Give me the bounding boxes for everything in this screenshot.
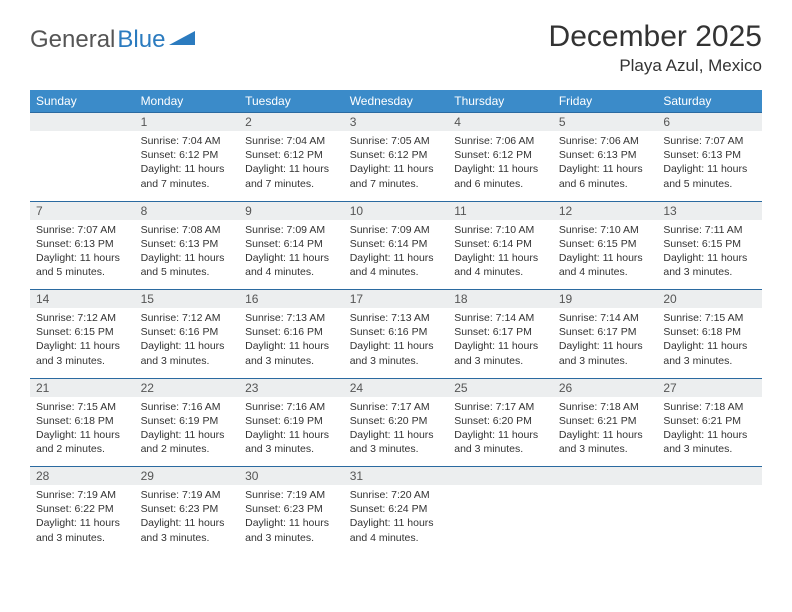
day-content: Sunrise: 7:19 AMSunset: 6:23 PMDaylight:… <box>239 485 344 551</box>
day-number: 4 <box>448 113 553 131</box>
month-title: December 2025 <box>549 20 762 54</box>
day-content: Sunrise: 7:07 AMSunset: 6:13 PMDaylight:… <box>30 220 135 286</box>
day-number: 15 <box>135 290 240 308</box>
day-content: Sunrise: 7:04 AMSunset: 6:12 PMDaylight:… <box>239 131 344 197</box>
week-number-row: 123456 <box>30 113 762 132</box>
day-number: 19 <box>553 290 658 308</box>
day-content: Sunrise: 7:18 AMSunset: 6:21 PMDaylight:… <box>553 397 658 463</box>
day-header: Monday <box>135 90 240 113</box>
day-number: 23 <box>239 379 344 397</box>
day-content: Sunrise: 7:11 AMSunset: 6:15 PMDaylight:… <box>657 220 762 286</box>
day-content: Sunrise: 7:04 AMSunset: 6:12 PMDaylight:… <box>135 131 240 197</box>
day-header: Tuesday <box>239 90 344 113</box>
day-content: Sunrise: 7:08 AMSunset: 6:13 PMDaylight:… <box>135 220 240 286</box>
day-content: Sunrise: 7:10 AMSunset: 6:15 PMDaylight:… <box>553 220 658 286</box>
day-content: Sunrise: 7:18 AMSunset: 6:21 PMDaylight:… <box>657 397 762 463</box>
day-content: Sunrise: 7:16 AMSunset: 6:19 PMDaylight:… <box>135 397 240 463</box>
week-number-row: 21222324252627 <box>30 378 762 397</box>
day-number: 1 <box>135 113 240 131</box>
day-number: 27 <box>657 379 762 397</box>
week-content-row: Sunrise: 7:12 AMSunset: 6:15 PMDaylight:… <box>30 308 762 378</box>
day-content: Sunrise: 7:16 AMSunset: 6:19 PMDaylight:… <box>239 397 344 463</box>
day-number: 12 <box>553 202 658 220</box>
logo-triangle-icon <box>169 26 197 54</box>
day-content: Sunrise: 7:06 AMSunset: 6:12 PMDaylight:… <box>448 131 553 197</box>
day-content: Sunrise: 7:12 AMSunset: 6:16 PMDaylight:… <box>135 308 240 374</box>
day-content: Sunrise: 7:13 AMSunset: 6:16 PMDaylight:… <box>239 308 344 374</box>
day-content: Sunrise: 7:15 AMSunset: 6:18 PMDaylight:… <box>30 397 135 463</box>
calendar-grid: SundayMondayTuesdayWednesdayThursdayFrid… <box>30 90 762 555</box>
day-number: 28 <box>30 467 135 485</box>
day-number: 29 <box>135 467 240 485</box>
empty-day <box>657 467 762 485</box>
day-header: Friday <box>553 90 658 113</box>
location-label: Playa Azul, Mexico <box>549 56 762 76</box>
week-content-row: Sunrise: 7:15 AMSunset: 6:18 PMDaylight:… <box>30 397 762 467</box>
day-number: 3 <box>344 113 449 131</box>
day-number: 7 <box>30 202 135 220</box>
day-content: Sunrise: 7:15 AMSunset: 6:18 PMDaylight:… <box>657 308 762 374</box>
day-number: 30 <box>239 467 344 485</box>
week-content-row: Sunrise: 7:19 AMSunset: 6:22 PMDaylight:… <box>30 485 762 555</box>
title-block: December 2025 Playa Azul, Mexico <box>549 20 762 76</box>
day-number: 11 <box>448 202 553 220</box>
day-header: Thursday <box>448 90 553 113</box>
day-number: 5 <box>553 113 658 131</box>
day-content: Sunrise: 7:20 AMSunset: 6:24 PMDaylight:… <box>344 485 449 551</box>
day-content: Sunrise: 7:17 AMSunset: 6:20 PMDaylight:… <box>344 397 449 463</box>
day-number: 8 <box>135 202 240 220</box>
day-content: Sunrise: 7:14 AMSunset: 6:17 PMDaylight:… <box>553 308 658 374</box>
empty-day <box>448 467 553 485</box>
day-number: 14 <box>30 290 135 308</box>
logo-text-blue: Blue <box>117 26 165 54</box>
day-content: Sunrise: 7:07 AMSunset: 6:13 PMDaylight:… <box>657 131 762 197</box>
empty-day <box>553 467 658 485</box>
day-number: 17 <box>344 290 449 308</box>
day-number: 18 <box>448 290 553 308</box>
day-of-week-row: SundayMondayTuesdayWednesdayThursdayFrid… <box>30 90 762 113</box>
logo-text-general: General <box>30 26 115 54</box>
day-number: 21 <box>30 379 135 397</box>
day-content: Sunrise: 7:12 AMSunset: 6:15 PMDaylight:… <box>30 308 135 374</box>
day-header: Sunday <box>30 90 135 113</box>
logo: GeneralBlue <box>30 20 197 54</box>
week-number-row: 78910111213 <box>30 201 762 220</box>
week-number-row: 28293031 <box>30 467 762 486</box>
empty-day <box>30 113 135 131</box>
day-content: Sunrise: 7:13 AMSunset: 6:16 PMDaylight:… <box>344 308 449 374</box>
day-content: Sunrise: 7:14 AMSunset: 6:17 PMDaylight:… <box>448 308 553 374</box>
week-content-row: Sunrise: 7:04 AMSunset: 6:12 PMDaylight:… <box>30 131 762 201</box>
day-content: Sunrise: 7:10 AMSunset: 6:14 PMDaylight:… <box>448 220 553 286</box>
day-content: Sunrise: 7:05 AMSunset: 6:12 PMDaylight:… <box>344 131 449 197</box>
week-number-row: 14151617181920 <box>30 290 762 309</box>
day-number: 13 <box>657 202 762 220</box>
week-content-row: Sunrise: 7:07 AMSunset: 6:13 PMDaylight:… <box>30 220 762 290</box>
day-number: 9 <box>239 202 344 220</box>
day-number: 16 <box>239 290 344 308</box>
day-content: Sunrise: 7:09 AMSunset: 6:14 PMDaylight:… <box>239 220 344 286</box>
day-number: 22 <box>135 379 240 397</box>
day-content: Sunrise: 7:06 AMSunset: 6:13 PMDaylight:… <box>553 131 658 197</box>
day-number: 20 <box>657 290 762 308</box>
day-number: 31 <box>344 467 449 485</box>
page-header: GeneralBlue December 2025 Playa Azul, Me… <box>30 20 762 76</box>
day-number: 25 <box>448 379 553 397</box>
day-content: Sunrise: 7:09 AMSunset: 6:14 PMDaylight:… <box>344 220 449 286</box>
day-header: Wednesday <box>344 90 449 113</box>
day-number: 10 <box>344 202 449 220</box>
day-header: Saturday <box>657 90 762 113</box>
day-number: 24 <box>344 379 449 397</box>
day-content: Sunrise: 7:19 AMSunset: 6:23 PMDaylight:… <box>135 485 240 551</box>
day-number: 26 <box>553 379 658 397</box>
day-content: Sunrise: 7:17 AMSunset: 6:20 PMDaylight:… <box>448 397 553 463</box>
day-number: 6 <box>657 113 762 131</box>
day-number: 2 <box>239 113 344 131</box>
day-content: Sunrise: 7:19 AMSunset: 6:22 PMDaylight:… <box>30 485 135 551</box>
